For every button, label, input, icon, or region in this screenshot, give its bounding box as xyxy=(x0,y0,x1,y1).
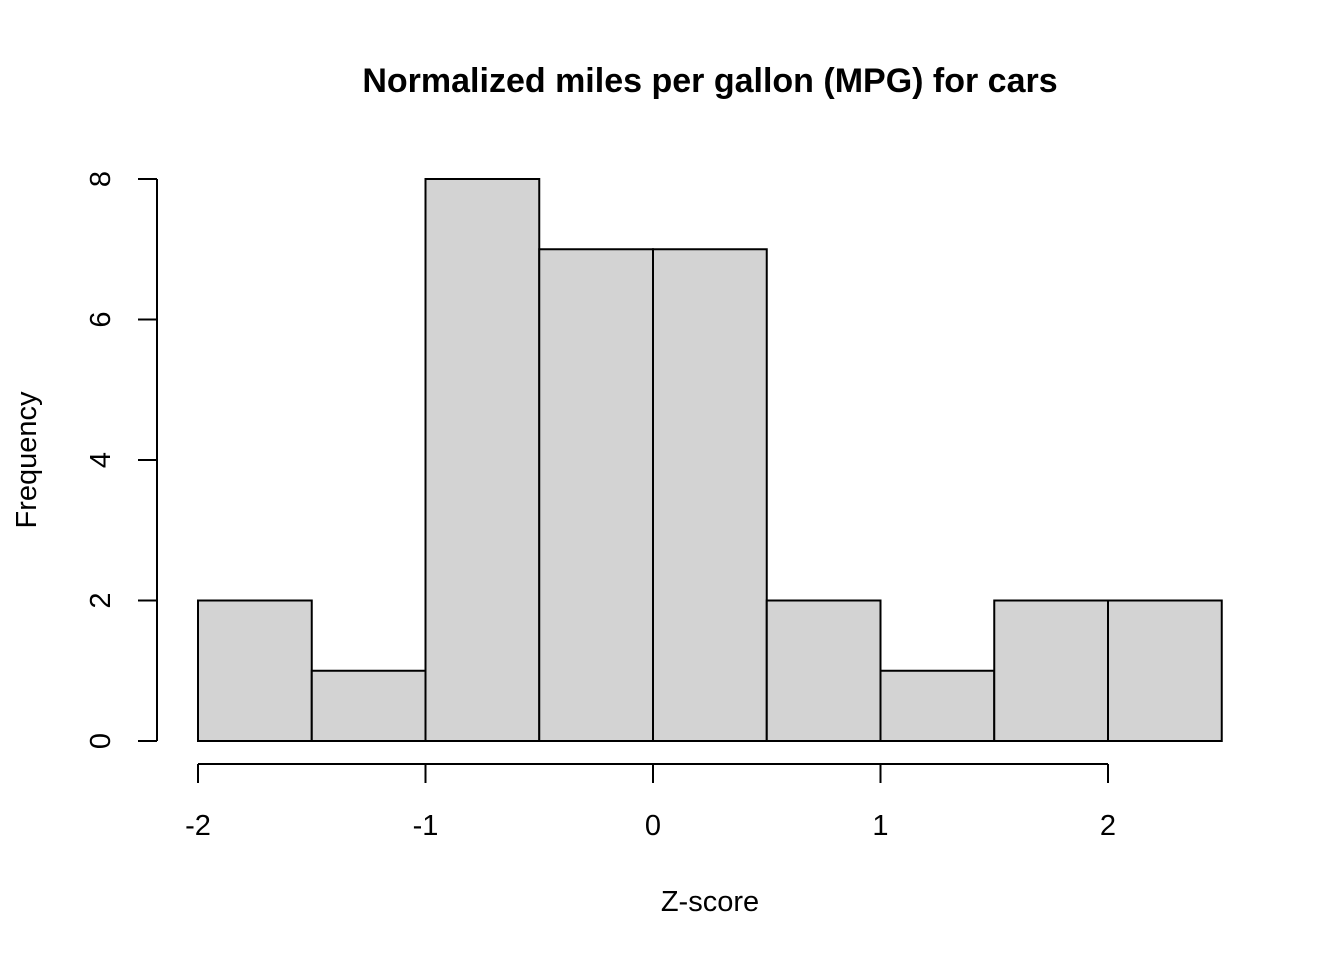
histogram-bar-2 xyxy=(424,178,541,742)
histogram-bar-8 xyxy=(1107,599,1223,742)
y-tick-label-1: 2 xyxy=(85,592,117,608)
y-tick-label-0: 0 xyxy=(85,733,117,749)
histogram-bar-3 xyxy=(538,248,654,742)
histogram-bar-7 xyxy=(993,599,1109,742)
y-tick-label-2: 4 xyxy=(85,452,117,468)
y-tick-label-4: 8 xyxy=(85,171,117,187)
y-tick-label-3: 6 xyxy=(85,311,117,327)
chart-title: Normalized miles per gallon (MPG) for ca… xyxy=(362,62,1057,100)
x-axis: -2 -1 0 1 2 xyxy=(185,763,1116,842)
y-axis: 0 2 4 6 8 xyxy=(85,171,158,749)
histogram-bar-1 xyxy=(310,669,427,742)
x-tick-label-2: 0 xyxy=(645,810,661,842)
x-tick-label-4: 2 xyxy=(1100,810,1116,842)
x-axis-label: Z-score xyxy=(661,886,759,918)
x-tick-label-3: 1 xyxy=(872,810,888,842)
y-axis-label: Frequency xyxy=(11,391,43,529)
histogram-bar-4 xyxy=(652,248,768,742)
x-tick-label-0: -2 xyxy=(185,810,211,842)
bars-group xyxy=(197,178,1223,742)
histogram-bar-5 xyxy=(765,599,882,742)
x-tick-label-1: -1 xyxy=(413,810,439,842)
histogram-bar-6 xyxy=(879,669,996,742)
histogram-bar-0 xyxy=(197,599,313,742)
